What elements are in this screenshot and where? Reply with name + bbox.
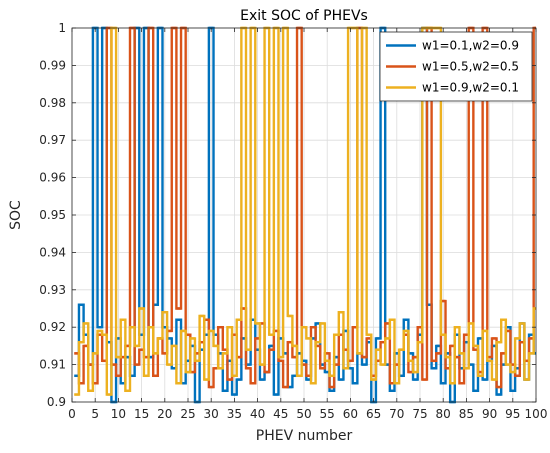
x-tick-label: 40 (250, 407, 265, 421)
y-axis-label: SOC (8, 200, 24, 230)
y-tick-label: 0.98 (39, 96, 66, 110)
series-line (74, 26, 536, 389)
x-tick-label: 70 (389, 407, 404, 421)
legend-entry: w1=0.1,w2=0.9 (422, 39, 519, 53)
x-tick-label: 95 (505, 407, 520, 421)
y-tick-label: 1 (58, 21, 66, 35)
x-tick-label: 90 (482, 407, 497, 421)
y-tick-label: 0.94 (39, 245, 66, 259)
legend-entry: w1=0.5,w2=0.5 (422, 60, 519, 74)
y-tick-label: 0.9 (47, 395, 66, 409)
y-tick-label: 0.91 (39, 358, 66, 372)
x-tick-label: 0 (68, 407, 76, 421)
x-tick-label: 100 (525, 407, 548, 421)
x-axis-label: PHEV number (256, 428, 353, 444)
x-tick-label: 85 (459, 407, 474, 421)
y-tick-label: 0.99 (39, 58, 66, 72)
legend: w1=0.1,w2=0.9 w1=0.5,w2=0.5 w1=0.9,w2=0.1 (379, 31, 533, 102)
x-tick-label: 75 (412, 407, 427, 421)
x-tick-label: 20 (157, 407, 172, 421)
x-tick-label: 50 (296, 407, 311, 421)
y-tick-label: 0.93 (39, 283, 66, 297)
legend-entry: w1=0.9,w2=0.1 (422, 81, 519, 95)
chart-title: Exit SOC of PHEVs (240, 8, 368, 24)
y-tick-label: 0.95 (39, 208, 66, 222)
x-tick-label: 5 (91, 407, 99, 421)
x-tick-label: 25 (180, 407, 195, 421)
x-tick-label: 65 (366, 407, 381, 421)
x-tick-label: 15 (134, 407, 149, 421)
y-tick-label: 0.96 (39, 171, 66, 185)
ticks: 0 5 10 15 20 25 30 35 40 45 50 55 60 65 70 75 80 85 90 95 10… (39, 21, 547, 421)
x-tick-label: 35 (227, 407, 242, 421)
series-layer (74, 26, 536, 404)
x-tick-label: 30 (204, 407, 219, 421)
x-tick-label: 55 (320, 407, 335, 421)
x-tick-label: 80 (436, 407, 451, 421)
x-tick-label: 60 (343, 407, 358, 421)
y-tick-label: 0.97 (39, 133, 66, 147)
y-tick-label: 0.92 (39, 320, 66, 334)
x-tick-label: 45 (273, 407, 288, 421)
x-tick-label: 10 (111, 407, 126, 421)
